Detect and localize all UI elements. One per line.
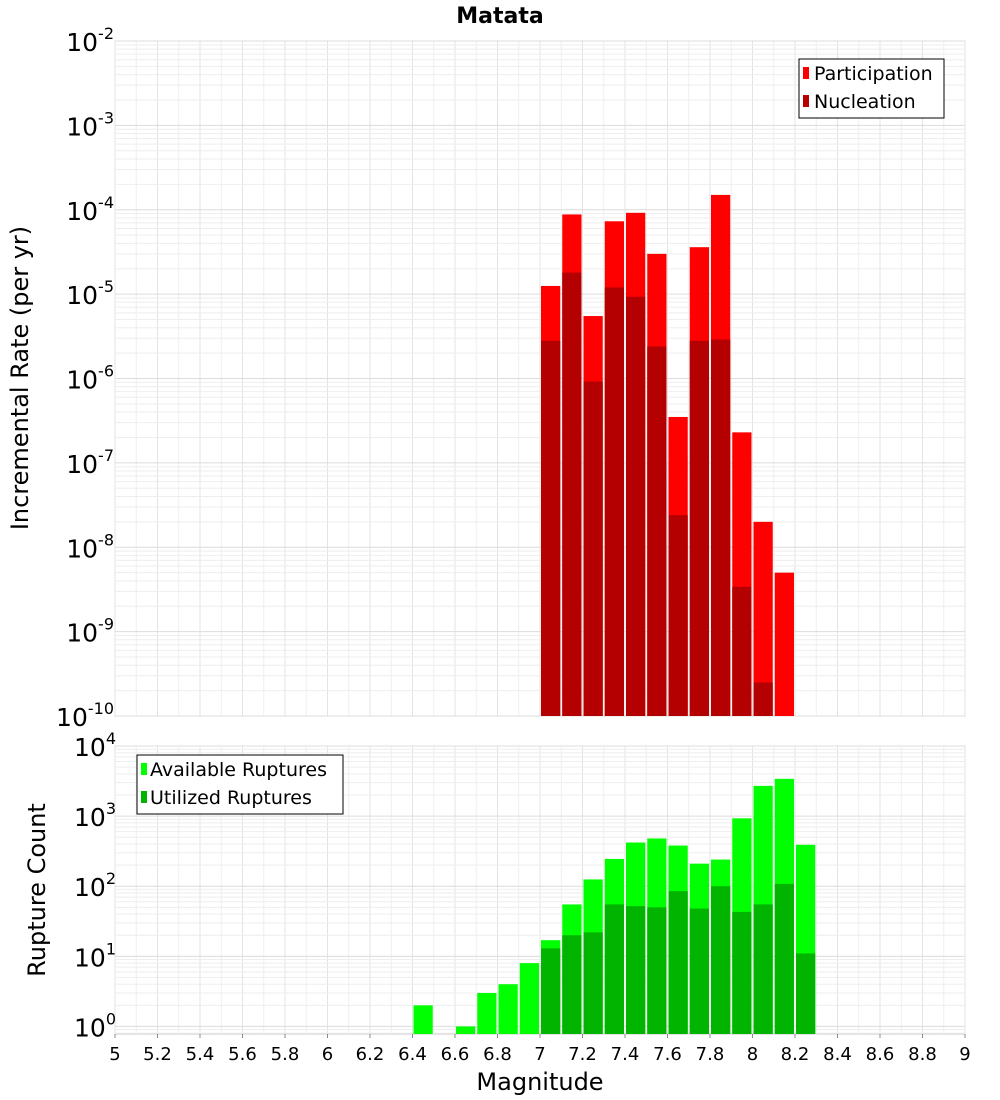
x-tick-label: 7.8 bbox=[696, 1044, 725, 1065]
legend-swatch-nucleation bbox=[803, 95, 809, 107]
rate-panel: 10-2 10-3 10-4 10-5 10-6 10-7 10-8 10-9 10-10 In… bbox=[6, 24, 966, 732]
utilized-ruptures-bar bbox=[562, 935, 582, 1034]
rate-y-ticks: 10-2 10-3 10-4 10-5 10-6 10-7 10-8 10-9 10-10 bbox=[56, 24, 114, 732]
x-tick-label: 6.8 bbox=[483, 1044, 512, 1065]
nucleation-bar bbox=[732, 586, 752, 716]
nucleation-bar bbox=[753, 682, 773, 716]
legend-swatch-utilized bbox=[141, 791, 147, 803]
nucleation-bar bbox=[583, 381, 603, 716]
chart-title: Matata bbox=[456, 4, 543, 29]
nucleation-bar bbox=[541, 340, 561, 716]
x-tick-label: 7.2 bbox=[568, 1044, 597, 1065]
y-tick-label: 10-9 bbox=[66, 615, 114, 648]
x-axis-label: Magnitude bbox=[476, 1068, 603, 1096]
utilized-ruptures-bar bbox=[668, 891, 688, 1034]
nucleation-bar bbox=[647, 346, 667, 716]
available-ruptures-bar bbox=[519, 963, 539, 1034]
legend-label-participation: Participation bbox=[814, 63, 933, 85]
x-tick-label: 6.6 bbox=[441, 1044, 470, 1065]
nucleation-bar bbox=[711, 339, 731, 716]
utilized-ruptures-bar bbox=[583, 932, 603, 1034]
x-tick-label: 7 bbox=[534, 1044, 545, 1065]
utilized-ruptures-bar bbox=[753, 904, 773, 1034]
available-ruptures-bar bbox=[413, 1005, 433, 1034]
y-tick-label: 10-3 bbox=[66, 108, 114, 141]
y-tick-label: 10-4 bbox=[66, 193, 114, 226]
x-tick-label: 8 bbox=[747, 1044, 758, 1065]
x-tick-label: 8.8 bbox=[908, 1044, 937, 1065]
count-y-axis-label: Rupture Count bbox=[23, 803, 51, 977]
legend-label-available: Available Ruptures bbox=[150, 759, 327, 781]
y-tick-label: 101 bbox=[74, 939, 116, 972]
utilized-ruptures-bar bbox=[604, 904, 624, 1034]
nucleation-bar bbox=[689, 340, 709, 716]
nucleation-bar bbox=[604, 287, 624, 716]
x-tick-label: 5 bbox=[109, 1044, 120, 1065]
y-tick-label: 103 bbox=[74, 799, 116, 832]
legend-label-nucleation: Nucleation bbox=[814, 91, 916, 113]
x-tick-label: 8.2 bbox=[781, 1044, 810, 1065]
utilized-ruptures-bar bbox=[689, 908, 709, 1034]
available-ruptures-bar bbox=[498, 984, 518, 1034]
available-ruptures-bar bbox=[456, 1026, 476, 1034]
participation-bar bbox=[774, 572, 794, 716]
nucleation-bar bbox=[668, 515, 688, 716]
y-tick-label: 102 bbox=[74, 869, 116, 902]
x-tick-label: 5.6 bbox=[228, 1044, 257, 1065]
x-tick-label: 5.8 bbox=[271, 1044, 300, 1065]
utilized-ruptures-bar bbox=[626, 906, 646, 1034]
nucleation-bar bbox=[562, 272, 582, 716]
utilized-ruptures-bar bbox=[796, 953, 816, 1034]
utilized-ruptures-bar bbox=[774, 883, 794, 1034]
count-bars bbox=[413, 778, 816, 1034]
y-tick-label: 10-6 bbox=[66, 362, 114, 395]
rate-grid bbox=[114, 40, 966, 717]
y-tick-label: 104 bbox=[74, 729, 116, 762]
rate-legend-box bbox=[798, 58, 945, 119]
count-legend: Available Ruptures Utilized Ruptures bbox=[136, 754, 344, 815]
rate-y-axis-label: Incremental Rate (per yr) bbox=[6, 226, 34, 530]
rate-legend: Participation Nucleation bbox=[798, 58, 945, 119]
x-tick-label: 6.4 bbox=[398, 1044, 427, 1065]
x-tick-label: 8.4 bbox=[823, 1044, 852, 1065]
x-tick-label: 5.2 bbox=[143, 1044, 172, 1065]
utilized-ruptures-bar bbox=[647, 907, 667, 1034]
count-x-ticks: 5 5.2 5.4 5.6 5.8 6 6.2 6.4 6.6 6.8 7 7.2 7.4 7.6 7.8 8… bbox=[109, 1034, 971, 1065]
y-tick-label: 100 bbox=[74, 1009, 116, 1042]
y-tick-label: 10-2 bbox=[66, 24, 114, 57]
available-ruptures-bar bbox=[477, 992, 497, 1034]
y-tick-label: 10-7 bbox=[66, 446, 114, 479]
count-grid bbox=[114, 745, 966, 1034]
count-panel: 104 103 102 101 100 5 5.2 5.4 5.6 5.8 6 6.2 6.4 6.6 6… bbox=[23, 729, 971, 1096]
x-tick-label: 9 bbox=[959, 1044, 970, 1065]
utilized-ruptures-bar bbox=[541, 948, 561, 1034]
y-tick-label: 10-8 bbox=[66, 530, 114, 563]
y-tick-label: 10-5 bbox=[66, 277, 114, 310]
legend-swatch-participation bbox=[803, 67, 809, 79]
count-y-ticks: 104 103 102 101 100 bbox=[74, 729, 116, 1042]
nucleation-bar bbox=[626, 296, 646, 716]
x-tick-label: 5.4 bbox=[186, 1044, 215, 1065]
x-tick-label: 6 bbox=[322, 1044, 333, 1065]
x-tick-label: 8.6 bbox=[866, 1044, 895, 1065]
legend-label-utilized: Utilized Ruptures bbox=[150, 787, 312, 809]
rate-bars bbox=[541, 194, 794, 717]
x-tick-label: 6.2 bbox=[356, 1044, 385, 1065]
x-tick-label: 7.6 bbox=[653, 1044, 682, 1065]
x-tick-label: 7.4 bbox=[611, 1044, 640, 1065]
legend-swatch-available bbox=[141, 763, 147, 775]
y-tick-label: 10-10 bbox=[56, 699, 114, 732]
count-legend-box bbox=[136, 754, 344, 815]
utilized-ruptures-bar bbox=[732, 911, 752, 1034]
participation-bar bbox=[753, 521, 773, 716]
utilized-ruptures-bar bbox=[711, 886, 731, 1034]
